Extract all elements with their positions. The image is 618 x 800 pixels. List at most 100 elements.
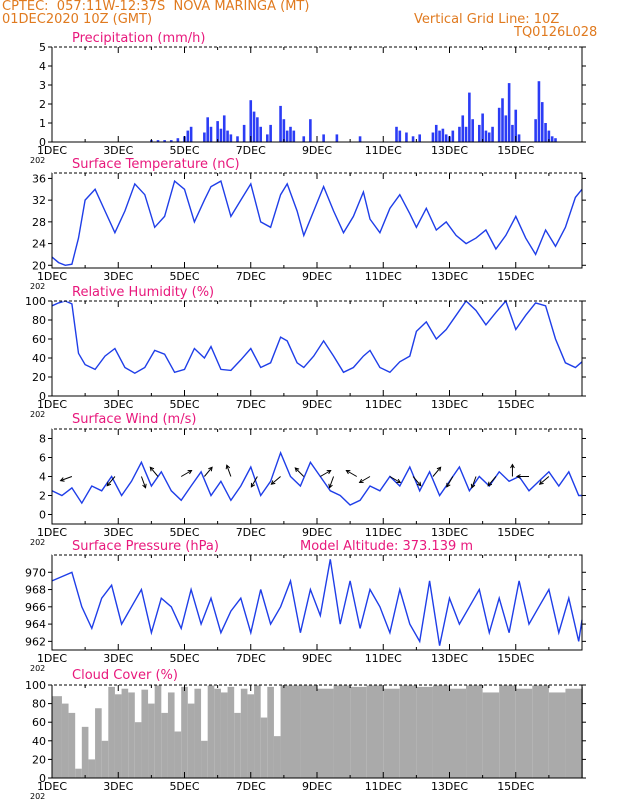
x-tick-label: 7DEC — [236, 270, 266, 283]
precip-bar — [514, 109, 518, 142]
panel-rh: Relative Humidity (%) 0 20 40 60 80 100 1DEC 3DE… — [25, 285, 586, 419]
y-tick-label: 0 — [39, 136, 46, 149]
wind-arrow-head — [358, 478, 364, 484]
precip-bar — [507, 83, 511, 142]
cloud-cover-bar — [95, 708, 102, 778]
rh-series-line — [51, 299, 583, 375]
wind-arrow-head — [59, 477, 65, 482]
wind-arrow — [180, 469, 193, 477]
precip-bar — [468, 92, 471, 142]
x-tick-label: 11DEC — [365, 526, 402, 539]
precip-bar — [309, 119, 312, 142]
panel-frame — [51, 428, 583, 525]
cloud-cover-bar — [134, 722, 142, 778]
precip-bar — [497, 107, 501, 142]
x-tick-label: 15DEC — [497, 526, 534, 539]
wind-arrow-shaft — [346, 470, 358, 477]
cloud-cover-bar — [280, 685, 301, 778]
x-tick-label: 5DEC — [169, 780, 199, 793]
wind-arrow-head — [538, 480, 544, 485]
x-tick-label: 13DEC — [431, 780, 468, 793]
precip-bar — [405, 132, 408, 142]
precip-bar — [464, 126, 468, 142]
x-tick-label: 7DEC — [236, 398, 266, 411]
x-tick-label: 5DEC — [169, 270, 199, 283]
precip-bar — [156, 140, 160, 142]
x-tick-label: 11DEC — [365, 270, 402, 283]
cloud-cover-bar — [148, 703, 155, 778]
wind-arrow-shaft — [471, 476, 477, 488]
y-tick-label: 970 — [25, 566, 46, 579]
y-tick-label: 40 — [32, 735, 46, 748]
y-tick-label: 4 — [39, 60, 46, 73]
precip-bar — [550, 136, 554, 142]
precip-bar — [206, 117, 209, 142]
panel-subtitle: Model Altitude: 373.139 m — [300, 539, 473, 554]
x-tick-label: 15DEC — [497, 398, 534, 411]
precip-bar — [285, 130, 289, 142]
year-fragment-label: 202 — [30, 792, 45, 800]
precip-bar — [537, 81, 541, 142]
wind-arrow — [412, 476, 422, 487]
wind-arrow-shaft — [328, 476, 335, 488]
y-tick-label: 968 — [25, 584, 46, 597]
wind-arrow-head — [470, 483, 476, 489]
cloud-cover-bar — [101, 740, 109, 778]
pressure-series-line — [51, 559, 583, 646]
cloud-cover-bar — [161, 712, 168, 778]
y-tick-label: 40 — [32, 352, 46, 365]
precip-bar — [471, 119, 474, 142]
cloud-cover-bar — [88, 759, 96, 778]
precip-bar — [229, 134, 233, 142]
precip-bar — [444, 134, 448, 142]
precip-bar — [252, 111, 256, 142]
y-tick-label: 2 — [39, 490, 46, 503]
panel-frame — [51, 554, 583, 651]
y-tick-label: 20 — [32, 371, 46, 384]
precip-bar — [282, 119, 286, 142]
wind-arrow-head — [225, 464, 231, 470]
cloud-cover-bar — [383, 688, 400, 778]
cloud-cover-bar — [214, 688, 221, 778]
year-fragment-label: 202 — [30, 410, 45, 419]
wind-arrow-shaft — [140, 476, 147, 488]
x-tick-label: 5DEC — [169, 144, 199, 157]
cloud-cover-bar — [260, 717, 268, 778]
wind-arrow-shaft — [226, 465, 232, 477]
x-tick-label: 15DEC — [497, 270, 534, 283]
x-tick-label: 1DEC — [37, 398, 67, 411]
x-tick-label: 9DEC — [302, 270, 332, 283]
wind-arrow — [432, 466, 442, 477]
cloud-cover-bar — [548, 692, 566, 778]
wind-arrow-shaft — [389, 476, 401, 483]
y-tick-label: 964 — [25, 618, 46, 631]
wind-arrow-shaft — [250, 476, 258, 488]
cloud-cover-bar — [482, 692, 500, 778]
wind-arrow — [106, 476, 116, 487]
cloud-cover-bar — [68, 712, 76, 778]
precip-bar — [358, 136, 362, 142]
wind-arrow-head — [142, 483, 147, 489]
precip-bar — [189, 126, 193, 142]
cloud-cover-bar — [240, 688, 248, 778]
panel-title: Relative Humidity (%) — [72, 285, 214, 300]
grid-line-note: Vertical Grid Line: 10Z — [414, 12, 560, 27]
x-tick-label: 15DEC — [497, 780, 534, 793]
cloud-cover-bar — [267, 686, 274, 778]
station-header: CPTEC: 057:11W-12:37S NOVA MARINGA (MT) — [2, 0, 310, 14]
wind-series-line — [51, 450, 582, 506]
precip-bar — [501, 98, 504, 142]
precip-bar — [544, 123, 547, 142]
wind-arrow-head — [328, 483, 333, 489]
wind-arrow — [358, 476, 371, 484]
x-tick-label: 1DEC — [37, 652, 67, 665]
wind-arrow — [270, 476, 281, 485]
wind-arrow — [294, 467, 305, 477]
y-tick-label: 60 — [32, 333, 46, 346]
precip-bar — [169, 140, 173, 142]
wind-arrow-head — [250, 482, 256, 488]
precip-bar — [554, 138, 557, 142]
wind-arrow-shaft — [149, 466, 159, 477]
wind-arrow — [250, 476, 258, 488]
x-tick-label: 15DEC — [497, 144, 534, 157]
